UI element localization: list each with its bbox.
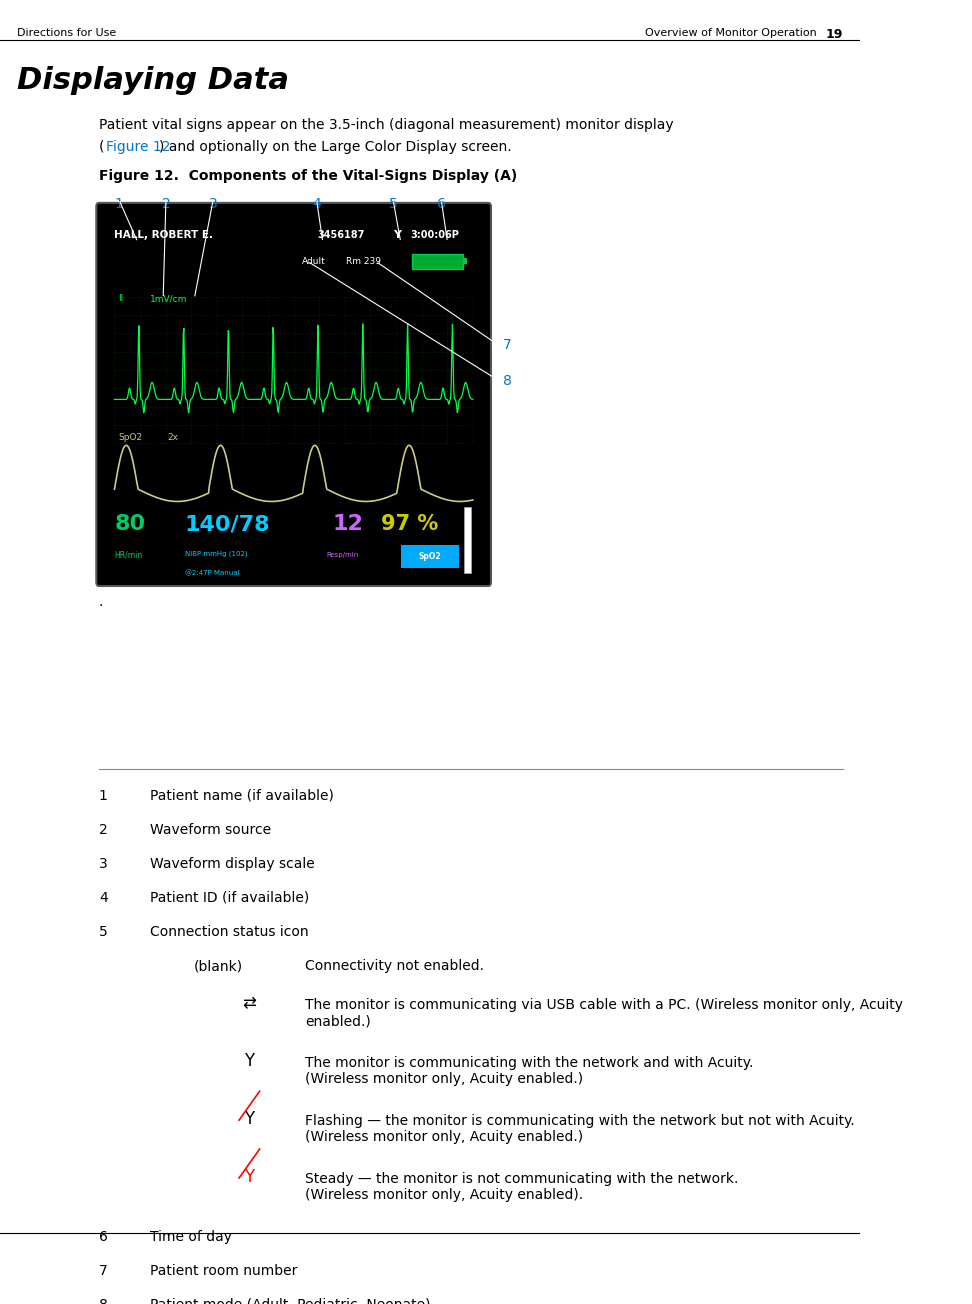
Text: Waveform source: Waveform source: [151, 823, 271, 837]
Text: NIBP mmHg (102): NIBP mmHg (102): [185, 550, 247, 557]
Text: Displaying Data: Displaying Data: [17, 65, 290, 94]
Text: Steady — the monitor is not communicating with the network.
(Wireless monitor on: Steady — the monitor is not communicatin…: [305, 1172, 739, 1202]
Text: Patient room number: Patient room number: [151, 1264, 297, 1278]
Bar: [465, 507, 470, 572]
Text: Directions for Use: Directions for Use: [17, 27, 117, 38]
Text: 19: 19: [825, 27, 843, 40]
Text: 2: 2: [99, 823, 108, 837]
Text: Resp/min: Resp/min: [327, 552, 359, 558]
Bar: [412, 253, 463, 269]
Text: 2: 2: [161, 197, 170, 210]
Text: 3:00:06P: 3:00:06P: [410, 230, 460, 240]
Bar: [400, 545, 459, 569]
Text: 1: 1: [115, 197, 123, 210]
Text: Adult: Adult: [301, 257, 326, 266]
Text: Flashing — the monitor is communicating with the network but not with Acuity.
(W: Flashing — the monitor is communicating …: [305, 1114, 855, 1144]
Text: Y: Y: [244, 1110, 255, 1128]
Text: SpO2: SpO2: [419, 552, 441, 561]
Text: .: .: [99, 595, 103, 609]
Text: Patient ID (if available): Patient ID (if available): [151, 891, 310, 905]
Text: Patient mode (Adult, Pediatric, Neonate): Patient mode (Adult, Pediatric, Neonate): [151, 1297, 431, 1304]
Text: II: II: [119, 295, 123, 304]
Text: 3456187: 3456187: [317, 230, 364, 240]
Text: 1mV/cm: 1mV/cm: [150, 295, 187, 304]
Text: 7: 7: [503, 338, 512, 352]
Text: (: (: [99, 140, 104, 154]
Text: Y: Y: [244, 1168, 255, 1185]
Text: @2:47P Manual: @2:47P Manual: [185, 570, 239, 576]
Text: 140/78: 140/78: [185, 514, 270, 535]
Text: Time of day: Time of day: [151, 1230, 232, 1244]
Text: 8: 8: [99, 1297, 108, 1304]
Text: 12: 12: [332, 514, 364, 535]
Text: Waveform display scale: Waveform display scale: [151, 857, 315, 871]
Text: Patient name (if available): Patient name (if available): [151, 789, 334, 803]
Text: Figure 12: Figure 12: [106, 140, 170, 154]
Text: 5: 5: [99, 925, 108, 939]
Text: Connection status icon: Connection status icon: [151, 925, 309, 939]
Text: 4: 4: [312, 197, 321, 210]
Text: Overview of Monitor Operation: Overview of Monitor Operation: [644, 27, 816, 38]
Text: 6: 6: [99, 1230, 108, 1244]
Text: HALL, ROBERT E.: HALL, ROBERT E.: [115, 230, 214, 240]
Text: The monitor is communicating via USB cable with a PC. (Wireless monitor only, Ac: The monitor is communicating via USB cab…: [305, 998, 903, 1029]
Text: ⇄: ⇄: [242, 995, 257, 1012]
Text: 6: 6: [436, 197, 445, 210]
Text: 80: 80: [115, 514, 146, 535]
Text: Patient vital signs appear on the 3.5-inch (diagonal measurement) monitor displa: Patient vital signs appear on the 3.5-in…: [99, 119, 674, 133]
Text: 97 %: 97 %: [381, 514, 438, 535]
Text: HR/min: HR/min: [115, 550, 143, 559]
Text: 3: 3: [99, 857, 108, 871]
Text: 2x: 2x: [167, 433, 178, 442]
Text: Y: Y: [244, 1052, 255, 1071]
Text: SpO2: SpO2: [119, 433, 143, 442]
Text: ) and optionally on the Large Color Display screen.: ) and optionally on the Large Color Disp…: [159, 140, 511, 154]
Text: Rm 239: Rm 239: [346, 257, 381, 266]
Text: Y: Y: [393, 230, 401, 240]
Text: 8: 8: [503, 373, 512, 387]
Text: (blank): (blank): [193, 958, 243, 973]
Text: 4: 4: [99, 891, 108, 905]
Text: 3: 3: [209, 197, 218, 210]
Text: 1: 1: [99, 789, 108, 803]
Bar: [463, 258, 467, 265]
Text: Connectivity not enabled.: Connectivity not enabled.: [305, 958, 484, 973]
Text: 7: 7: [99, 1264, 108, 1278]
Text: Figure 12.  Components of the Vital-Signs Display (A): Figure 12. Components of the Vital-Signs…: [99, 170, 517, 183]
Text: 5: 5: [389, 197, 398, 210]
FancyBboxPatch shape: [96, 203, 491, 585]
Text: The monitor is communicating with the network and with Acuity.
(Wireless monitor: The monitor is communicating with the ne…: [305, 1056, 753, 1086]
